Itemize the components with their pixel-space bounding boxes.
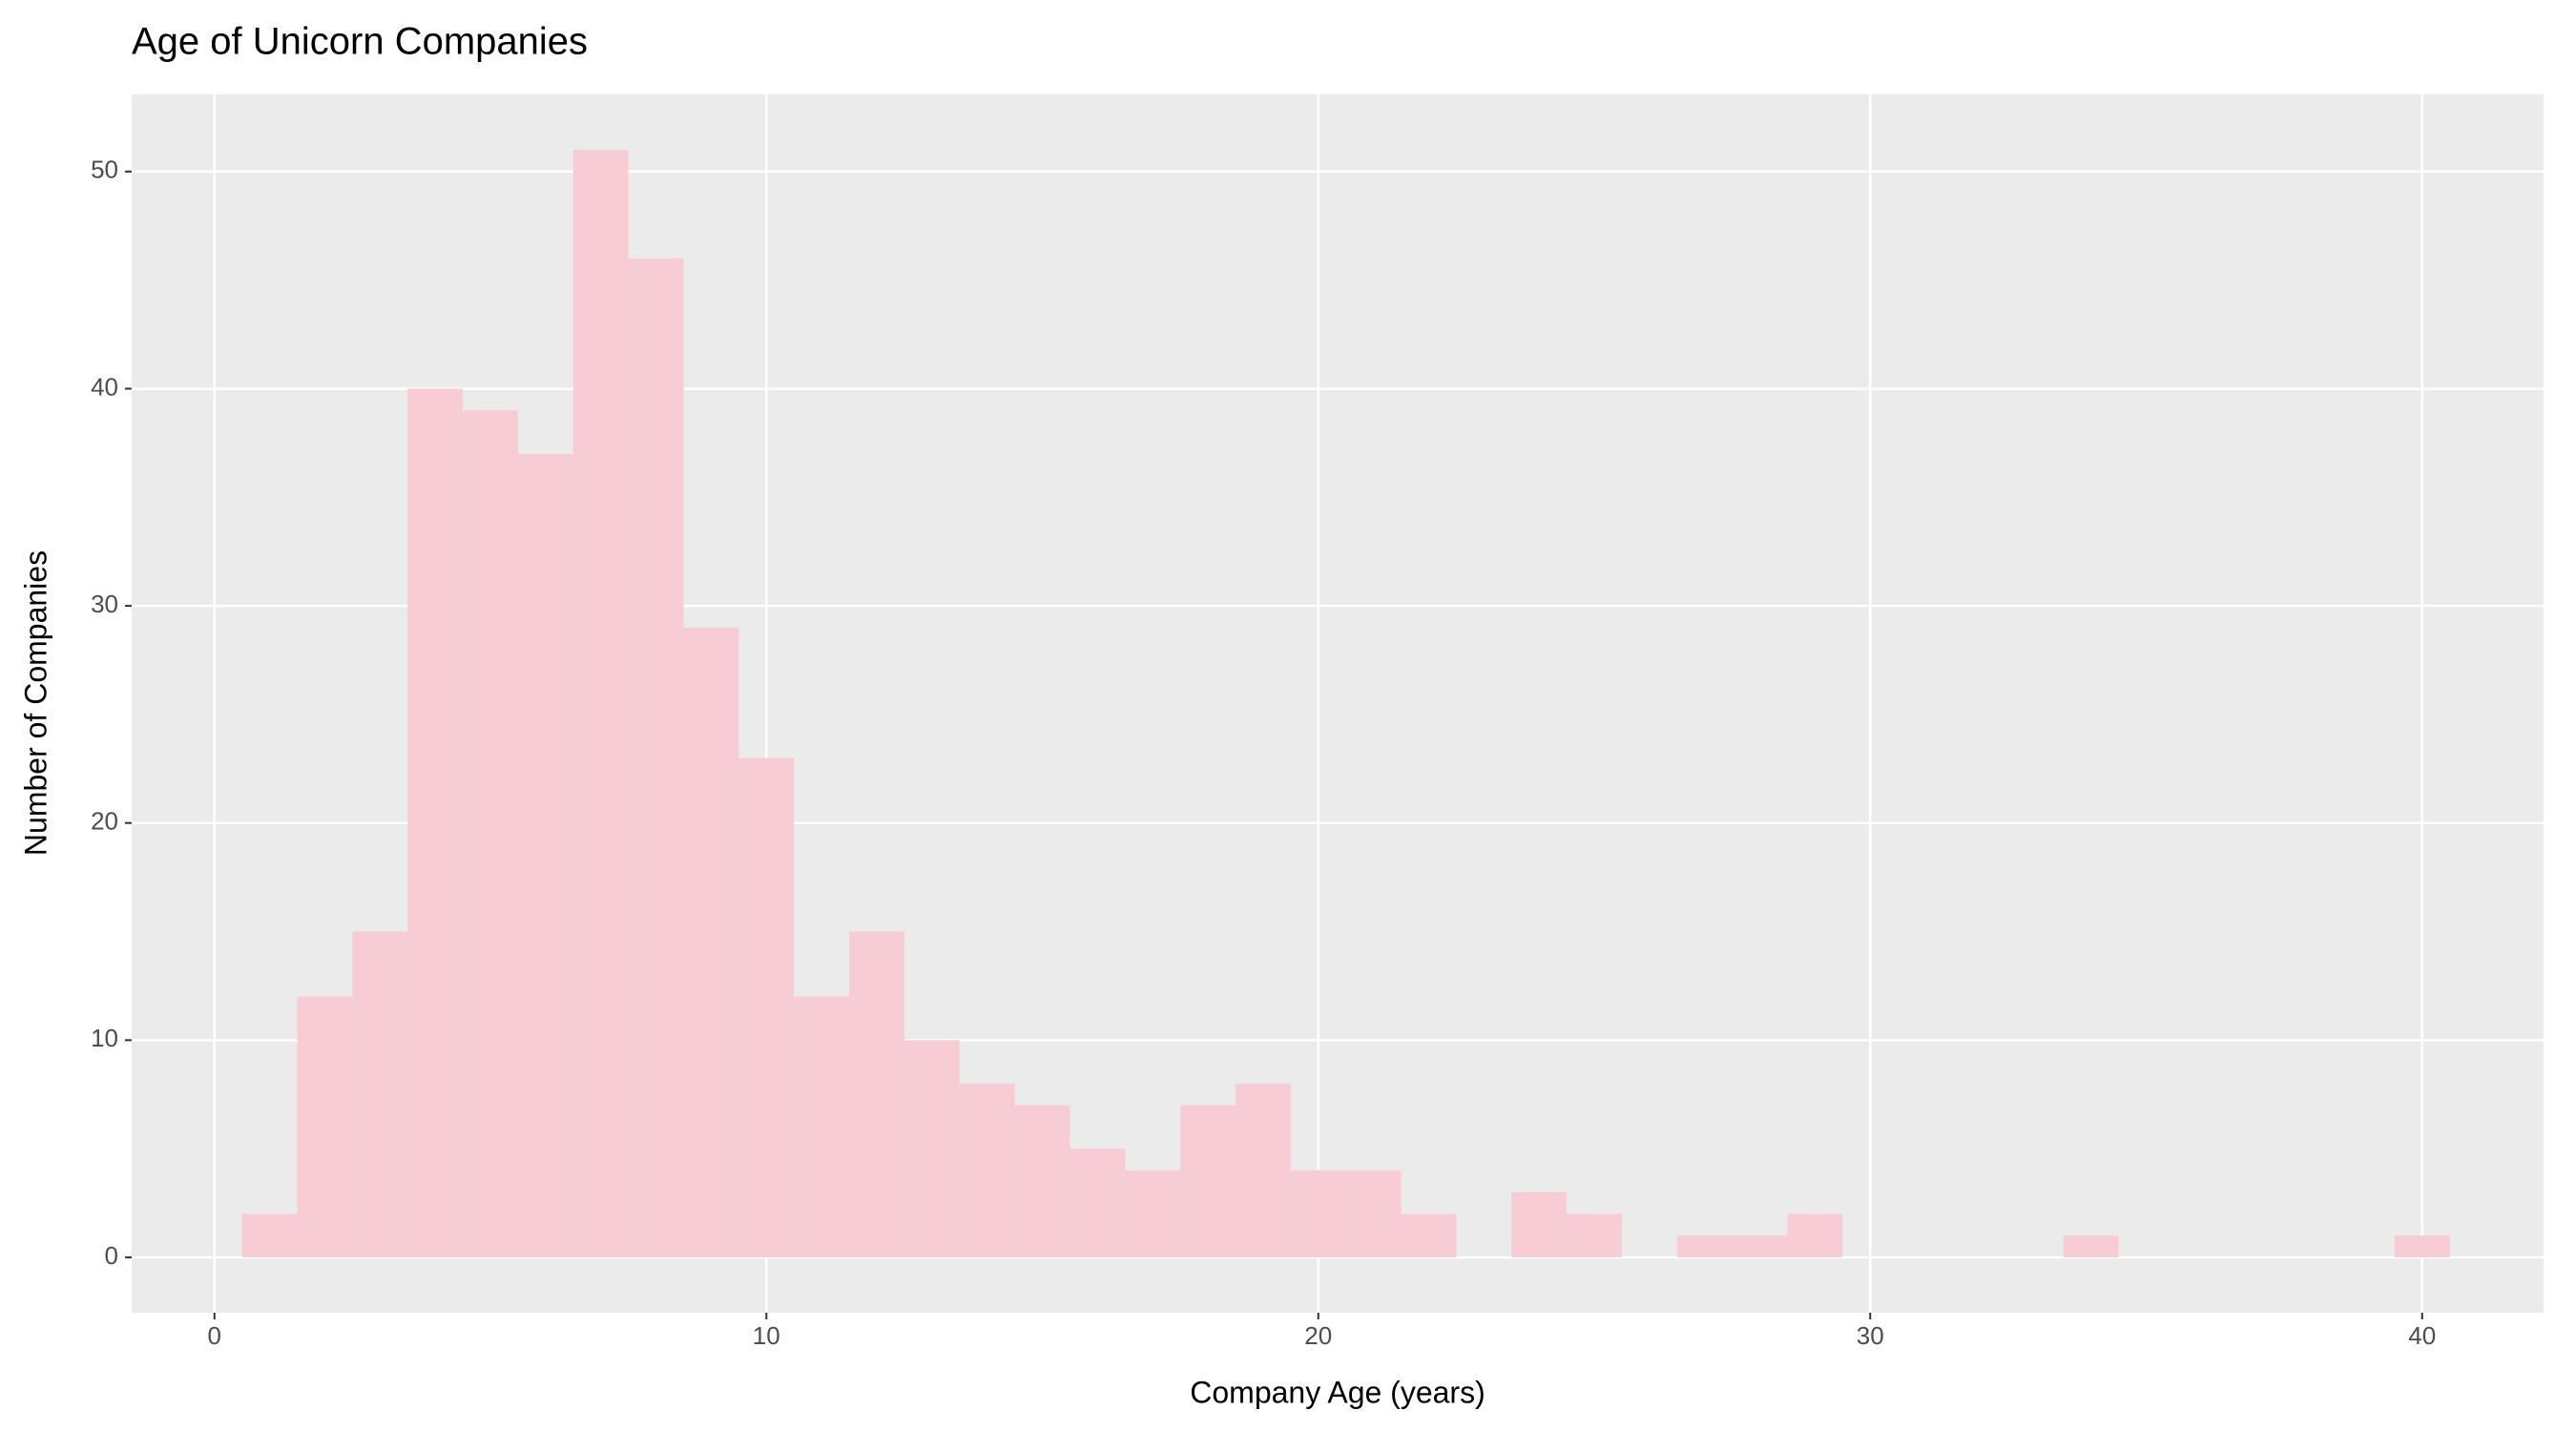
y-tick-label: 50: [91, 156, 118, 184]
bar: [2394, 1235, 2450, 1257]
bar: [849, 931, 904, 1257]
x-axis-title: Company Age (years): [1190, 1375, 1485, 1409]
bar: [1787, 1213, 1843, 1257]
y-tick-label: 0: [105, 1241, 118, 1270]
bar: [1180, 1105, 1236, 1257]
bar: [1345, 1170, 1402, 1257]
bar: [1567, 1213, 1622, 1257]
y-axis-title: Number of Companies: [18, 550, 52, 856]
x-tick-label: 40: [2408, 1321, 2436, 1350]
y-tick-label: 10: [91, 1024, 118, 1052]
bar: [794, 996, 850, 1257]
bar: [904, 1040, 960, 1257]
bar: [241, 1213, 298, 1257]
bar: [1070, 1149, 1126, 1257]
bar: [738, 757, 795, 1257]
x-tick-label: 30: [1857, 1321, 1884, 1350]
bar: [628, 258, 684, 1257]
bar: [517, 453, 573, 1257]
bar: [463, 410, 518, 1257]
bar: [1401, 1213, 1457, 1257]
bar: [2063, 1235, 2119, 1257]
bar: [1732, 1235, 1788, 1257]
bar: [1676, 1235, 1733, 1257]
bar: [407, 388, 464, 1257]
bar: [1511, 1192, 1568, 1257]
bar: [683, 627, 739, 1257]
chart-title: Age of Unicorn Companies: [132, 21, 588, 63]
y-tick-label: 40: [91, 372, 118, 401]
bar: [352, 931, 408, 1257]
bar: [1235, 1083, 1291, 1257]
bar: [572, 150, 629, 1257]
bar: [1014, 1105, 1070, 1257]
x-tick-label: 0: [208, 1321, 221, 1350]
y-tick-label: 20: [91, 807, 118, 836]
x-tick-label: 20: [1304, 1321, 1332, 1350]
bar: [1290, 1170, 1346, 1257]
bar: [1125, 1170, 1181, 1257]
y-tick-label: 30: [91, 590, 118, 618]
x-tick-label: 10: [753, 1321, 780, 1350]
bar: [297, 996, 353, 1257]
bar: [959, 1083, 1015, 1257]
